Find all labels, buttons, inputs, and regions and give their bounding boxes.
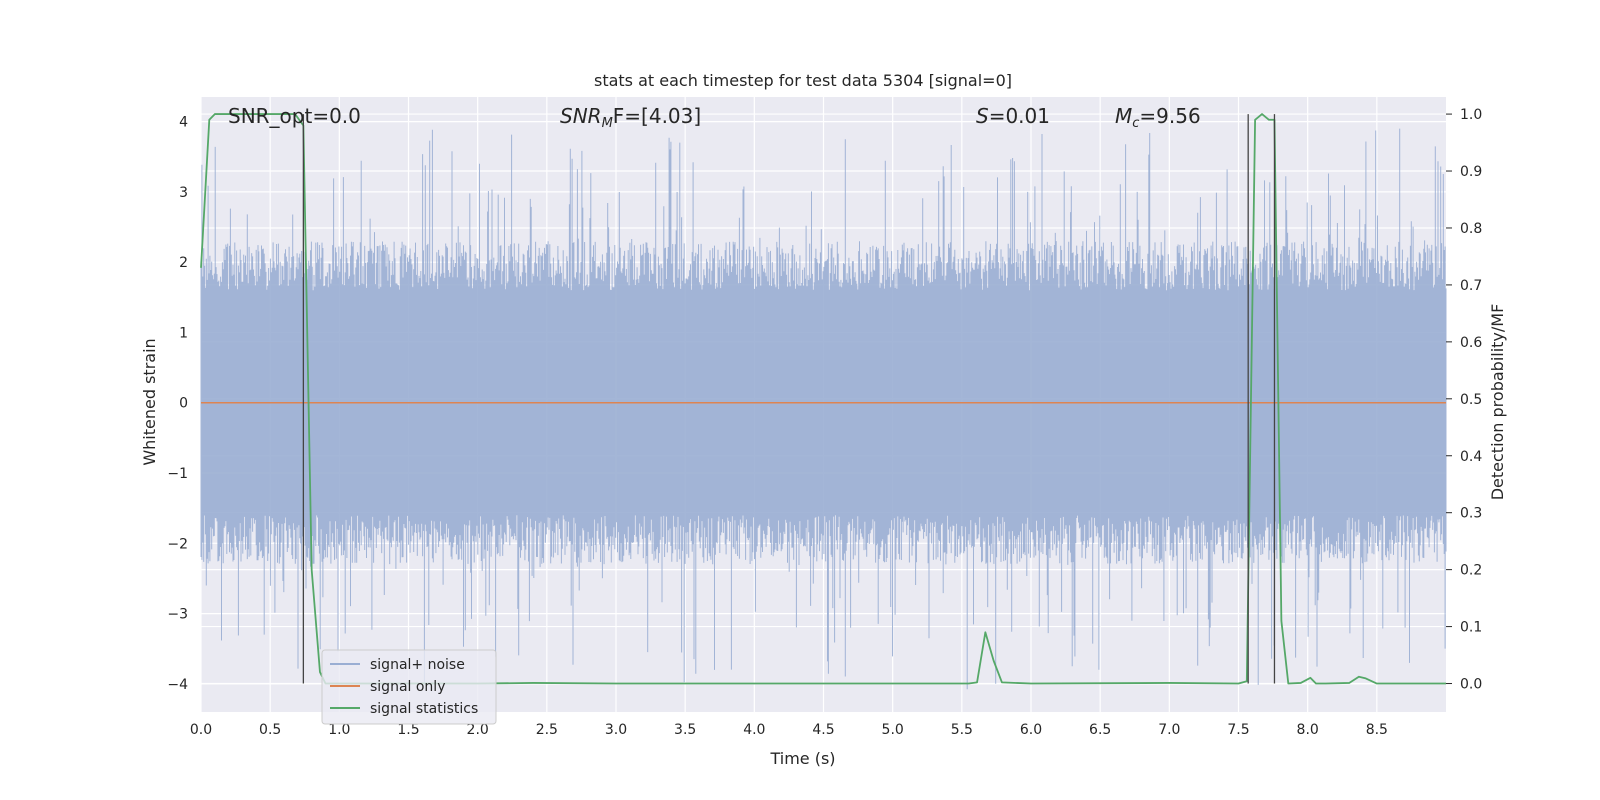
x-tick-label: 2.5 — [536, 722, 558, 738]
line-series — [200, 113, 1446, 685]
vertical-markers — [302, 114, 1276, 684]
y-tick-label-right: 0.2 — [1460, 563, 1482, 579]
legend-label-signal: signal only — [370, 679, 445, 695]
legend: signal+ noise signal only signal statist… — [321, 649, 497, 725]
y-tick-label-left: 4 — [179, 115, 188, 131]
legend-label-noise: signal+ noise — [370, 657, 465, 673]
snr-opt-annotation: SNR_opt=0.0 — [228, 104, 361, 128]
y-tick-label-right: 0.6 — [1460, 335, 1482, 351]
y-tick-label-left: 1 — [179, 325, 188, 341]
x-tick-label: 4.5 — [812, 722, 834, 738]
signal-statistics-line — [200, 113, 1446, 685]
legend-label-stats: signal statistics — [370, 701, 478, 717]
y-tick-label-right: 0.9 — [1460, 164, 1482, 180]
x-tick-label: 5.5 — [951, 722, 973, 738]
x-tick-label: 0.5 — [259, 722, 281, 738]
x-tick-label: 3.5 — [674, 722, 696, 738]
x-tick-label: 5.0 — [882, 722, 904, 738]
axis-ticks: 0.0 0.5 1.0 1.5 2.0 2.5 3.0 3.5 4.0 4.5 5.0 5.5 6.0 6… — [167, 107, 1482, 738]
y-tick-label-left: 2 — [179, 255, 188, 271]
x-axis-label: Time (s) — [769, 749, 835, 768]
y-tick-label-left: −2 — [167, 536, 188, 552]
y-tick-label-right: 0.5 — [1460, 392, 1482, 408]
y-tick-label-left: 0 — [179, 396, 188, 412]
x-tick-label: 1.5 — [397, 722, 419, 738]
x-tick-label: 6.5 — [1089, 722, 1111, 738]
y-tick-label-left: −3 — [167, 607, 188, 623]
signal-noise-trace — [200, 128, 1447, 690]
y-tick-label-left: 3 — [179, 185, 188, 201]
legend-box — [321, 649, 497, 725]
y-axis-label-right: Detection probability/MF — [1488, 304, 1507, 501]
y-tick-label-left: −1 — [167, 466, 188, 482]
y-tick-label-right: 0.7 — [1460, 278, 1482, 294]
chart-title: stats at each timestep for test data 530… — [594, 71, 1012, 90]
x-tick-label: 1.0 — [328, 722, 350, 738]
mc-annotation: Mc=9.56 — [1115, 104, 1201, 131]
y-tick-label-right: 0.3 — [1460, 506, 1482, 522]
y-tick-label-right: 0.1 — [1460, 620, 1482, 636]
y-tick-label-right: 0.0 — [1460, 677, 1482, 693]
x-tick-label: 6.0 — [1020, 722, 1042, 738]
snr-mf-annotation: SNRMF=[4.03] — [560, 104, 701, 131]
x-tick-label: 4.0 — [743, 722, 765, 738]
x-tick-label: 0.0 — [190, 722, 212, 738]
x-tick-label: 2.0 — [467, 722, 489, 738]
y-tick-label-right: 0.8 — [1460, 221, 1482, 237]
y-tick-label-right: 1.0 — [1460, 107, 1482, 123]
x-tick-label: 8.0 — [1297, 722, 1319, 738]
x-tick-label: 7.0 — [1158, 722, 1180, 738]
signal-noise-series — [200, 128, 1447, 690]
y-tick-label-left: −4 — [167, 677, 188, 693]
s-annotation: S=0.01 — [976, 104, 1050, 128]
x-tick-label: 8.5 — [1366, 722, 1388, 738]
x-tick-label: 3.0 — [605, 722, 627, 738]
x-tick-label: 7.5 — [1227, 722, 1249, 738]
y-tick-label-right: 0.4 — [1460, 449, 1482, 465]
y-axis-label-left: Whitened strain — [140, 338, 159, 465]
